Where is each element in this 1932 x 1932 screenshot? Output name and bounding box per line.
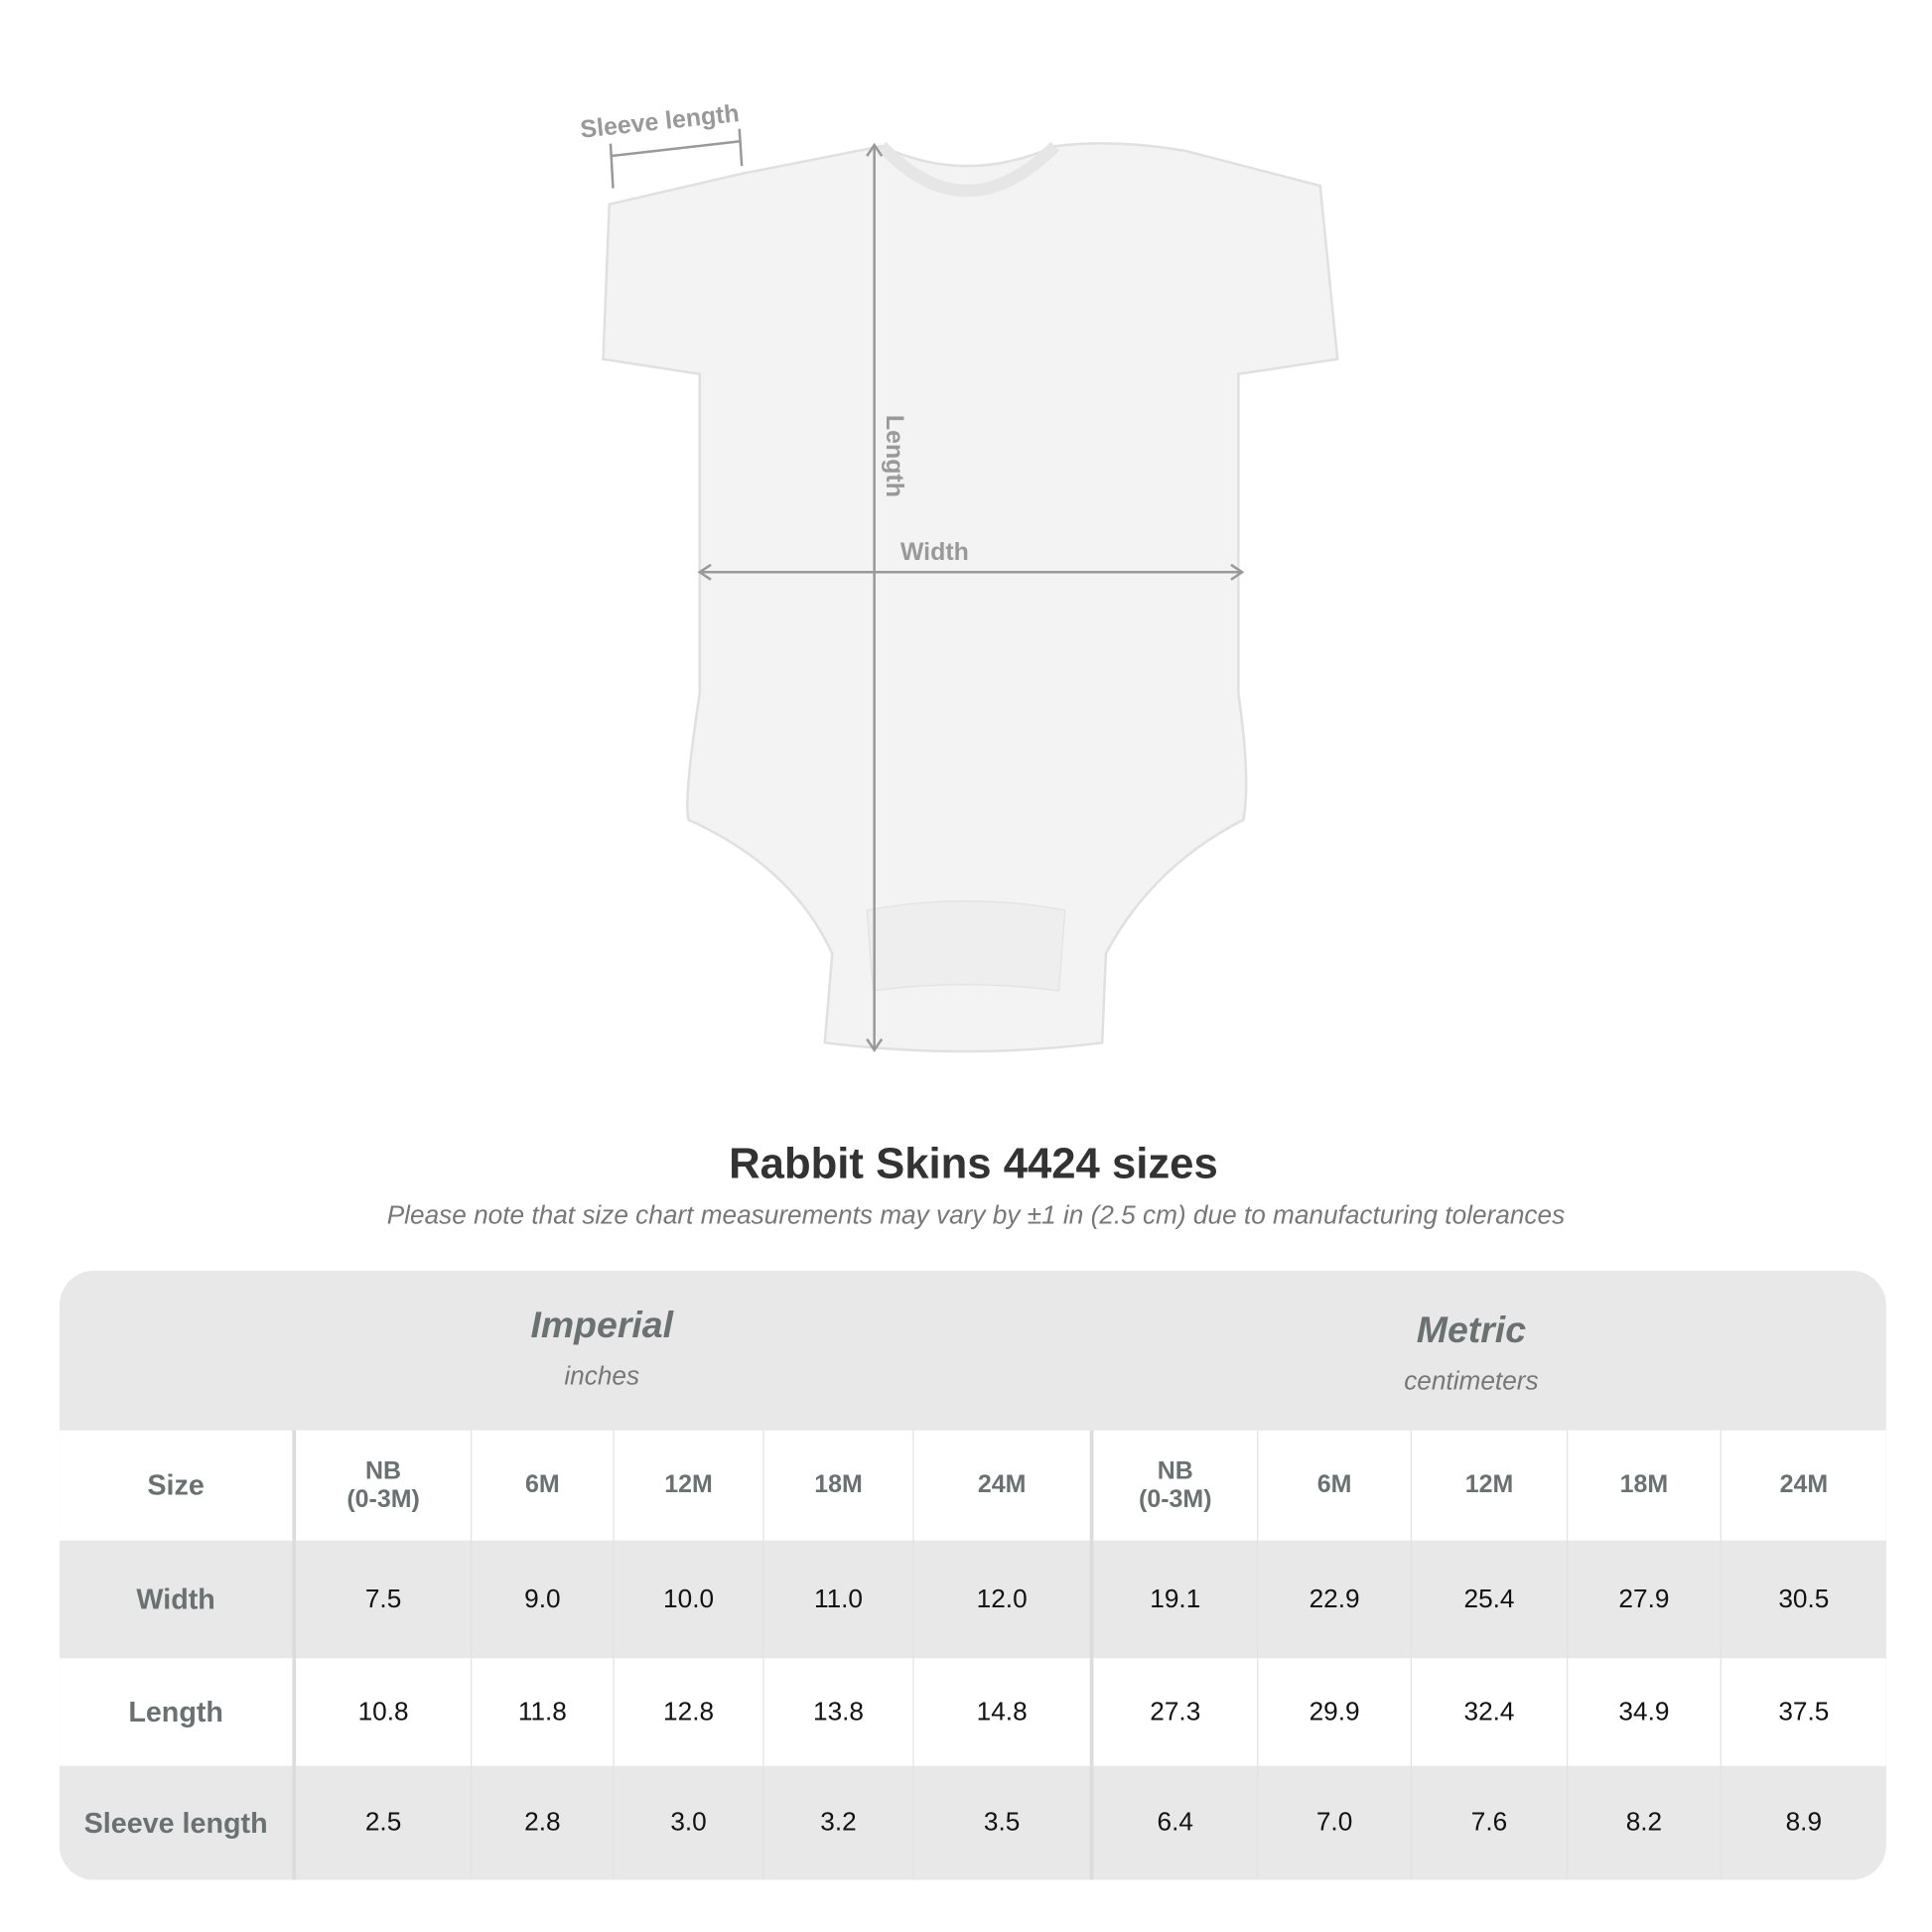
length-label: Length — [881, 415, 908, 497]
value-cell: 22.9 — [1257, 1540, 1411, 1659]
value-cell: 11.8 — [471, 1658, 613, 1766]
table-row: Length 10.8 11.8 12.8 13.8 14.8 27.3 29.9 32.4 34… — [59, 1658, 1886, 1766]
value-cell: 13.8 — [762, 1658, 912, 1766]
value-cell: 8.9 — [1720, 1765, 1886, 1880]
row-label: Length — [128, 1695, 223, 1728]
imperial-unit: inches — [564, 1362, 640, 1391]
value-cell: 7.6 — [1410, 1765, 1567, 1880]
value-cell: 2.5 — [292, 1765, 471, 1880]
imperial-header: Imperial inches — [416, 1306, 787, 1392]
value-cell: 14.8 — [912, 1658, 1089, 1766]
sleeve-length-label: Sleeve length — [579, 99, 741, 144]
value-cell: 12.0 — [912, 1540, 1089, 1659]
tolerance-note: Please note that size chart measurements… — [386, 1200, 1566, 1230]
value-cell: 9.0 — [471, 1540, 613, 1659]
value-cell: 7.0 — [1257, 1765, 1411, 1880]
value-cell: 11.0 — [762, 1540, 912, 1659]
size-header-cell: 12M — [1410, 1430, 1567, 1541]
size-header-row: Size NB (0-3M) 6M 12M 18M 24M NB (0-3M) 6M 12M 18… — [59, 1430, 1886, 1541]
metric-header: Metric centimeters — [1286, 1311, 1657, 1397]
onesie-diagram: Sleeve length Length Width — [579, 99, 1339, 1053]
width-label: Width — [900, 538, 969, 566]
row-label: Width — [136, 1583, 215, 1615]
size-header-cell: 24M — [912, 1430, 1089, 1541]
value-cell: 27.3 — [1089, 1658, 1257, 1766]
onesie-shape — [602, 142, 1339, 1053]
metric-title: Metric — [1416, 1310, 1527, 1351]
value-cell: 10.8 — [292, 1658, 471, 1766]
row-label: Size — [147, 1468, 205, 1501]
size-header-cell: 24M — [1720, 1430, 1886, 1541]
value-cell: 10.0 — [613, 1540, 762, 1659]
value-cell: 3.2 — [762, 1765, 912, 1880]
value-cell: 37.5 — [1720, 1658, 1886, 1766]
value-cell: 29.9 — [1257, 1658, 1411, 1766]
table-row: Sleeve length 2.5 2.8 3.0 3.2 3.5 6.4 7.0 7.6 8.2… — [59, 1765, 1886, 1880]
size-header-cell: 6M — [471, 1430, 613, 1541]
value-cell: 2.8 — [471, 1765, 613, 1880]
page-title: Rabbit Skins 4424 sizes — [729, 1139, 1218, 1188]
metric-unit: centimeters — [1404, 1367, 1539, 1396]
value-cell: 19.1 — [1089, 1540, 1257, 1659]
value-cell: 6.4 — [1089, 1765, 1257, 1880]
value-cell: 32.4 — [1410, 1658, 1567, 1766]
table-row: Width 7.5 9.0 10.0 11.0 12.0 19.1 22.9 25.4 27.9 3… — [59, 1540, 1886, 1659]
value-cell: 8.2 — [1566, 1765, 1721, 1880]
size-header-cell: 18M — [1566, 1430, 1721, 1541]
measure-lines — [609, 128, 1245, 1053]
value-cell: 27.9 — [1566, 1540, 1721, 1659]
value-cell: 3.0 — [613, 1765, 762, 1880]
value-cell: 25.4 — [1410, 1540, 1567, 1659]
value-cell: 3.5 — [912, 1765, 1089, 1880]
value-cell: 34.9 — [1566, 1658, 1721, 1766]
value-cell: 30.5 — [1720, 1540, 1886, 1659]
size-header-cell: 12M — [613, 1430, 762, 1541]
size-header-cell: 18M — [762, 1430, 912, 1541]
size-table: Imperial inches Metric centimeters Size N… — [59, 1270, 1886, 1880]
snap-flap — [866, 899, 1066, 992]
row-label: Sleeve length — [83, 1806, 268, 1839]
size-header-cell: NB (0-3M) — [1089, 1430, 1257, 1541]
imperial-title: Imperial — [530, 1305, 674, 1346]
size-header-cell: 6M — [1257, 1430, 1411, 1541]
size-header-cell: NB (0-3M) — [292, 1430, 471, 1541]
value-cell: 7.5 — [292, 1540, 471, 1659]
value-cell: 12.8 — [613, 1658, 762, 1766]
neckband — [877, 141, 1060, 198]
